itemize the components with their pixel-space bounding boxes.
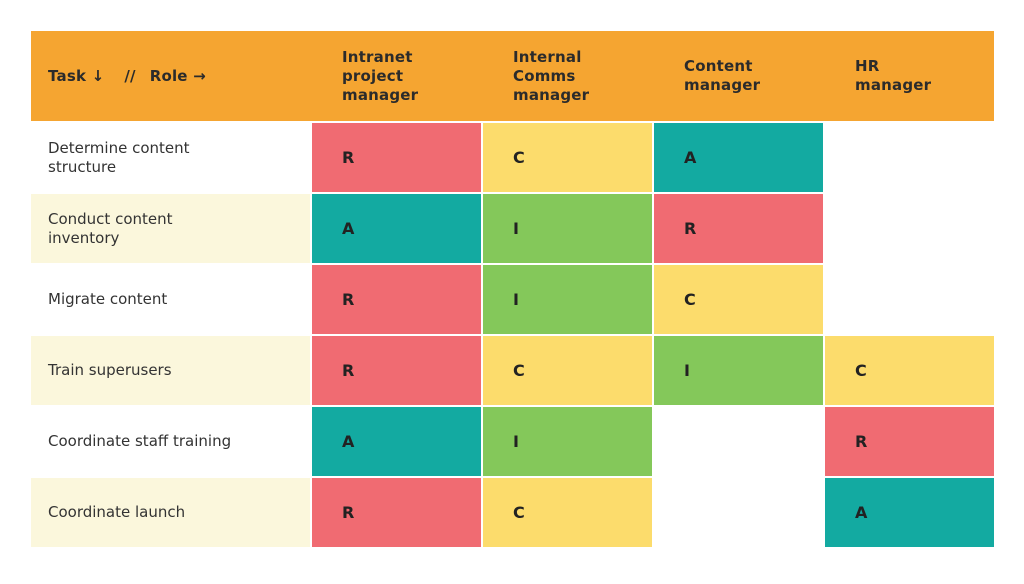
task-label: Coordinate staff training — [31, 407, 310, 476]
task-label: Migrate content — [31, 265, 310, 334]
raci-cell-intranet-project-manager: A — [312, 407, 481, 476]
raci-cell-internal-comms-manager: C — [483, 336, 652, 405]
raci-matrix: Task ↓ // Role → Intranet project manage… — [31, 31, 994, 547]
raci-cell-hr-manager: C — [825, 336, 994, 405]
raci-cell-hr-manager: A — [825, 478, 994, 547]
raci-cell-intranet-project-manager: R — [312, 265, 481, 334]
raci-cell-content-manager: I — [654, 336, 823, 405]
raci-cell-intranet-project-manager: R — [312, 478, 481, 547]
raci-cell-content-manager: R — [654, 194, 823, 263]
raci-cell-internal-comms-manager: C — [483, 478, 652, 547]
role-axis-label: Role — [149, 66, 188, 85]
down-arrow-icon: ↓ — [91, 66, 105, 85]
corner-header: Task ↓ // Role → — [31, 31, 310, 121]
role-header-internal-comms-manager: Internal Comms manager — [513, 47, 590, 104]
role-header-hr-manager: HR manager — [855, 57, 932, 94]
raci-cell-internal-comms-manager: I — [483, 194, 652, 263]
task-label: Determine content structure — [31, 123, 310, 192]
axis-separator: // — [124, 66, 136, 85]
right-arrow-icon: → — [193, 66, 206, 85]
task-label: Conduct content inventory — [31, 194, 310, 263]
header-bar — [31, 31, 994, 121]
role-header-intranet-project-manager: Intranet project manager — [342, 47, 419, 104]
raci-cell-content-manager: A — [654, 123, 823, 192]
task-axis-label: Task — [48, 66, 87, 85]
raci-cell-internal-comms-manager: C — [483, 123, 652, 192]
raci-cell-intranet-project-manager: R — [312, 336, 481, 405]
task-label: Train superusers — [31, 336, 310, 405]
raci-cell-content-manager: C — [654, 265, 823, 334]
raci-cell-hr-manager: R — [825, 407, 994, 476]
task-label: Coordinate launch — [31, 478, 310, 547]
raci-cell-internal-comms-manager: I — [483, 407, 652, 476]
raci-cell-intranet-project-manager: R — [312, 123, 481, 192]
raci-cell-internal-comms-manager: I — [483, 265, 652, 334]
raci-cell-intranet-project-manager: A — [312, 194, 481, 263]
role-header-content-manager: Content manager — [684, 57, 761, 94]
